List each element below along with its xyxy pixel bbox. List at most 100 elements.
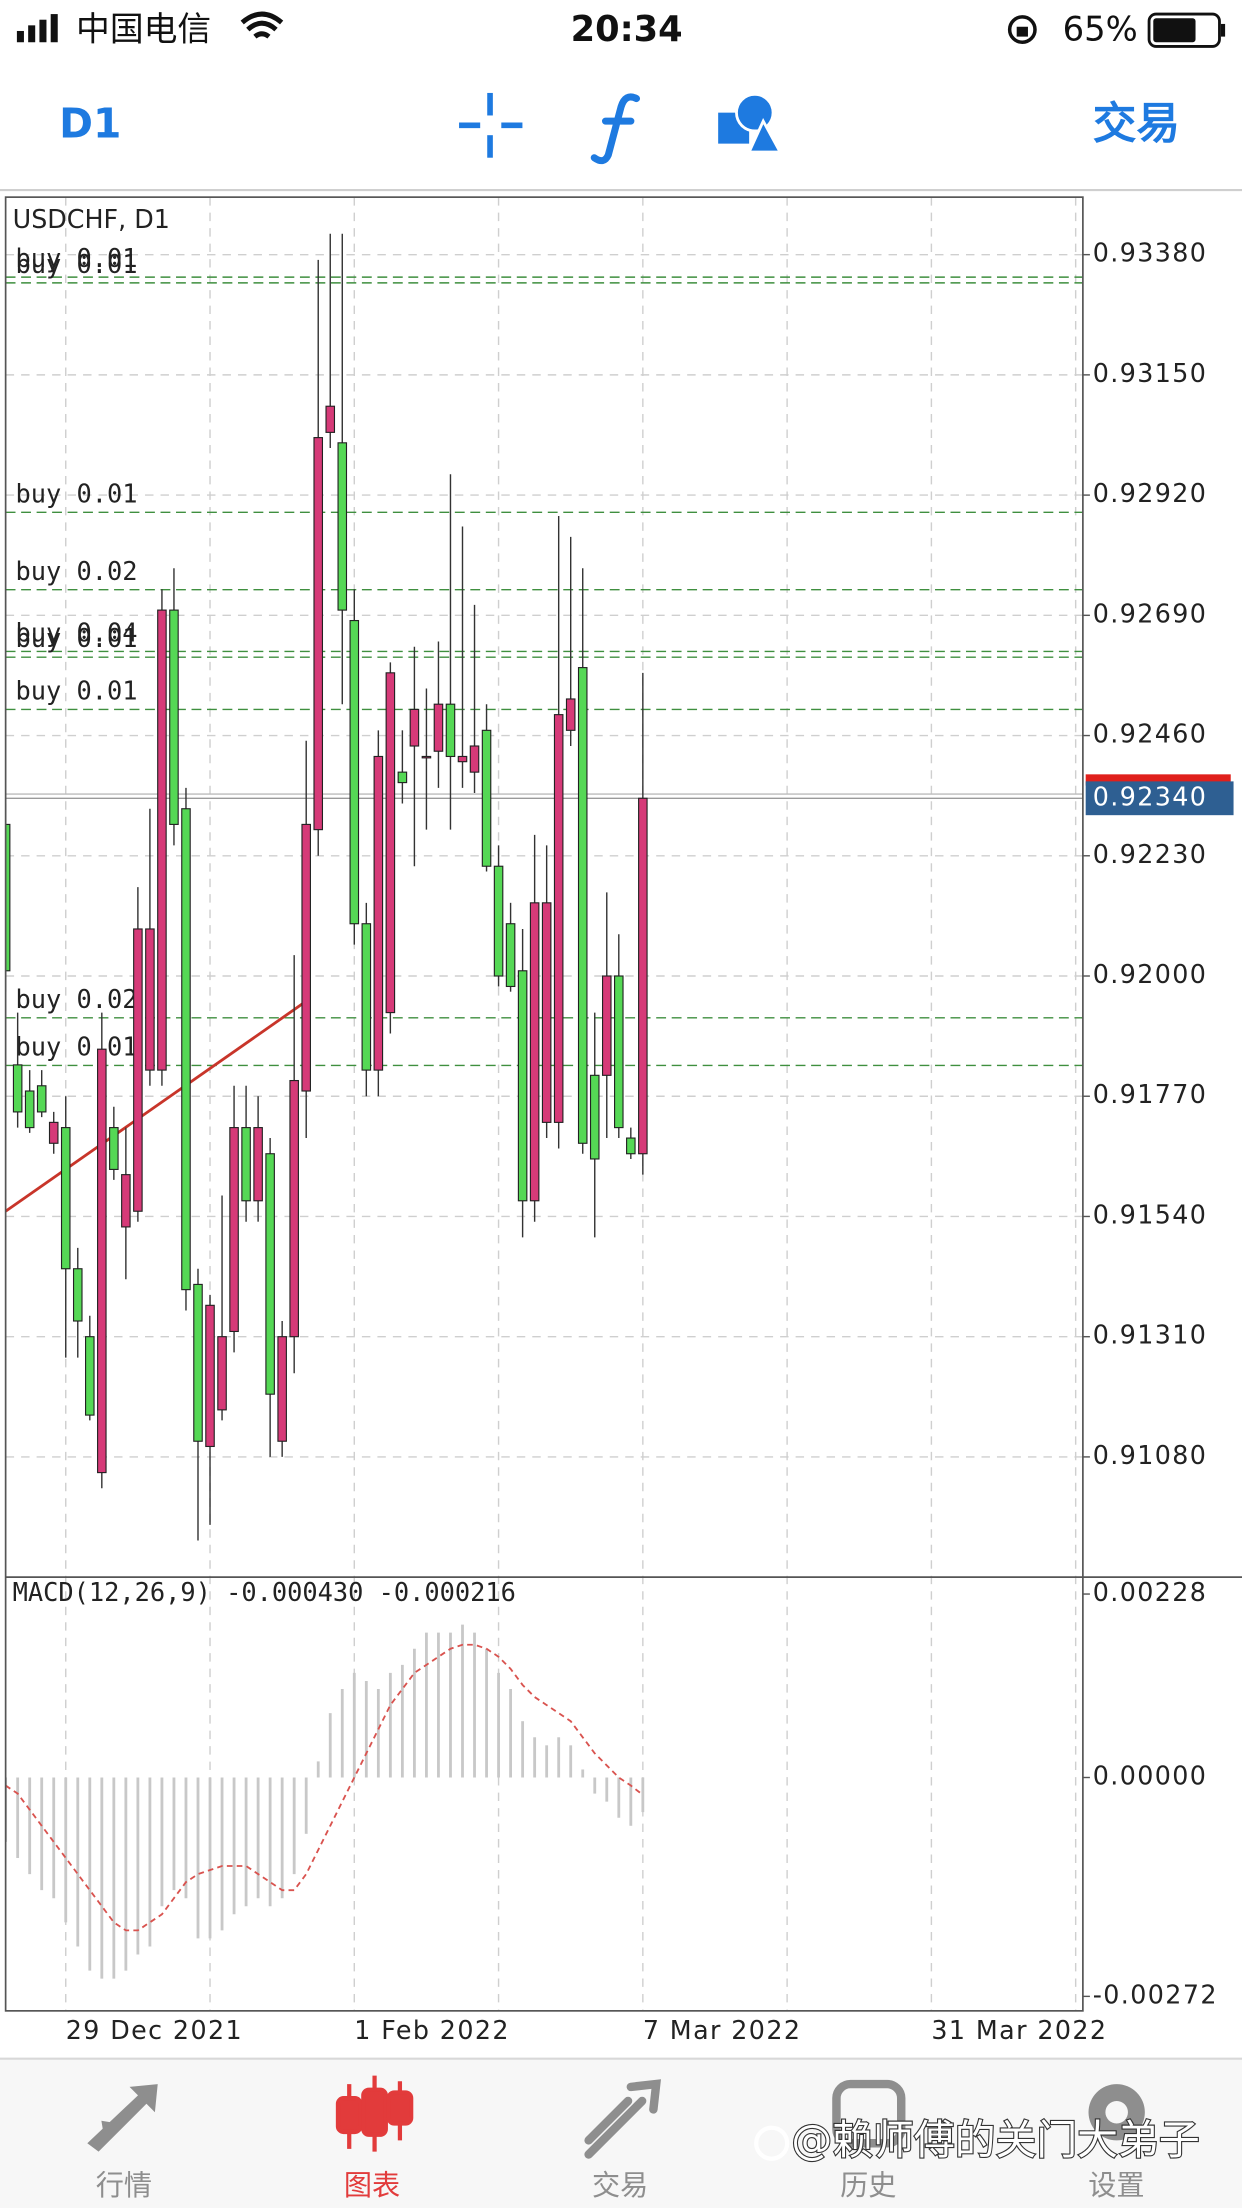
- signal-bar: [39, 19, 47, 43]
- candle-body: [48, 1121, 59, 1144]
- macd-panel: [5, 1624, 645, 1979]
- shape-icon: [735, 92, 775, 133]
- signal-bar: [28, 25, 36, 43]
- candle-body: [229, 1127, 239, 1333]
- carrier: 中国电信: [76, 9, 211, 48]
- candle-body: [265, 1153, 275, 1395]
- candle-body: [529, 902, 540, 1202]
- trade-button[interactable]: 交易: [1093, 99, 1180, 150]
- y-tick-label: 0.92000: [1093, 959, 1208, 989]
- clock: 20:34: [571, 9, 683, 50]
- candle-body: [325, 405, 336, 433]
- candle-body: [313, 437, 324, 831]
- y-tick-label: 0.91540: [1093, 1199, 1208, 1229]
- candle-body: [601, 975, 612, 1076]
- chart[interactable]: buy 0.01 buy 0.01 buy 0.01 buy 0.02 buy 0.04…: [1, 196, 1242, 2045]
- candle-body: [553, 714, 564, 1123]
- candle-body: [109, 1127, 119, 1170]
- candle-body: [277, 1336, 287, 1442]
- candle-body: [121, 1174, 131, 1228]
- candle-body: [638, 797, 648, 1155]
- macd-title: MACD(12,26,9) -0.000430 -0.000216: [13, 1577, 516, 1607]
- candle-body: [385, 672, 396, 1014]
- candle-body: [421, 755, 432, 759]
- signal-bar: [16, 30, 24, 43]
- order-label: buy 0.02: [15, 984, 137, 1014]
- y-tick-label: 0.00000: [1093, 1761, 1208, 1791]
- candle-body: [12, 1064, 23, 1113]
- candle-body: [36, 1085, 47, 1113]
- shape-icon: [746, 117, 783, 154]
- rotation-lock: [1007, 15, 1037, 45]
- watermark: @赖师傅的关门大弟子: [791, 2116, 1199, 2164]
- indicators-button[interactable]: [590, 93, 641, 165]
- icon-body: [361, 2087, 388, 2137]
- candle-body: [193, 1283, 203, 1442]
- tab-icon: [584, 2079, 661, 2159]
- tab-icon: [101, 2120, 119, 2138]
- candle-body: [541, 902, 552, 1123]
- tab-label[interactable]: 交易: [592, 2169, 648, 2202]
- tab-labels: 行情 图表 交易 历史 设置: [96, 2169, 1145, 2202]
- battery: [1147, 12, 1221, 48]
- candle-body: [72, 1268, 83, 1322]
- icon-body: [386, 2090, 414, 2126]
- tab-label[interactable]: 图表: [344, 2169, 400, 2202]
- order-label: buy 0.04: [15, 617, 137, 647]
- candle-body: [614, 975, 624, 1129]
- ask-flag: [1085, 774, 1231, 786]
- rotation-lock: [1016, 26, 1028, 37]
- wifi-icon: [240, 11, 284, 39]
- candle-body: [361, 923, 372, 1071]
- y-tick-label: 0.92690: [1093, 598, 1208, 628]
- timeframe-button[interactable]: D1: [59, 100, 121, 148]
- x-tick-label: 31 Mar 2022: [931, 2015, 1107, 2045]
- candle-body: [97, 1048, 107, 1474]
- candle-body: [577, 667, 588, 1144]
- x-tick-label: 7 Mar 2022: [643, 2015, 802, 2045]
- candle-body: [289, 1079, 299, 1338]
- y-tick-label: -0.00272: [1093, 1979, 1218, 2009]
- candle-body: [5, 823, 11, 972]
- candle-body: [409, 708, 420, 747]
- y-tick-label: 0.92920: [1093, 478, 1208, 508]
- order-label: buy 0.01: [15, 478, 137, 508]
- bid-flag: [1085, 781, 1234, 816]
- candle-body: [169, 609, 179, 825]
- candle-body: [469, 745, 480, 773]
- y-tick-label: 0.00228: [1093, 1577, 1208, 1607]
- candle-body: [505, 923, 516, 988]
- order-label: buy 0.02: [15, 556, 137, 586]
- order-label: buy 0.01: [15, 1031, 137, 1061]
- signal-bar: [50, 14, 58, 43]
- order-label: buy 0.01: [15, 243, 137, 273]
- candle-body: [145, 928, 155, 1071]
- tab-label[interactable]: 设置: [1088, 2169, 1144, 2202]
- objects-button[interactable]: [718, 92, 783, 154]
- x-tick-label: 29 Dec 2021: [66, 2015, 243, 2045]
- candle-body: [433, 703, 444, 752]
- candle-body: [517, 970, 528, 1202]
- tab-label[interactable]: 行情: [96, 2169, 152, 2202]
- candle-body: [565, 698, 576, 731]
- x-tick-label: 1 Feb 2022: [354, 2015, 510, 2045]
- watermark-logo: [754, 2125, 790, 2161]
- candle-body: [205, 1304, 215, 1448]
- y-tick-label: 0.91080: [1093, 1440, 1208, 1470]
- candle-body: [217, 1336, 227, 1411]
- tab-label[interactable]: 历史: [840, 2169, 896, 2202]
- tab-icon: [1105, 2100, 1128, 2124]
- price-panel: buy 0.01 buy 0.01 buy 0.01 buy 0.02 buy 0.04…: [5, 233, 1083, 1541]
- order-label: buy 0.01: [15, 676, 137, 706]
- battery-level: 65%: [1063, 9, 1138, 48]
- axes: 29 Dec 2021 1 Feb 2022 7 Mar 2022 31 Mar 20…: [66, 238, 1234, 2045]
- y-tick-label: 0.92230: [1093, 839, 1208, 869]
- battery-fill: [1153, 18, 1196, 43]
- candle-body: [457, 755, 468, 763]
- chart-frame: [4, 196, 1084, 2012]
- tab-bar-bg: [0, 2058, 1242, 2208]
- crosshair-button[interactable]: [459, 92, 523, 158]
- battery-tip: [1220, 23, 1226, 37]
- icon-body: [335, 2096, 363, 2135]
